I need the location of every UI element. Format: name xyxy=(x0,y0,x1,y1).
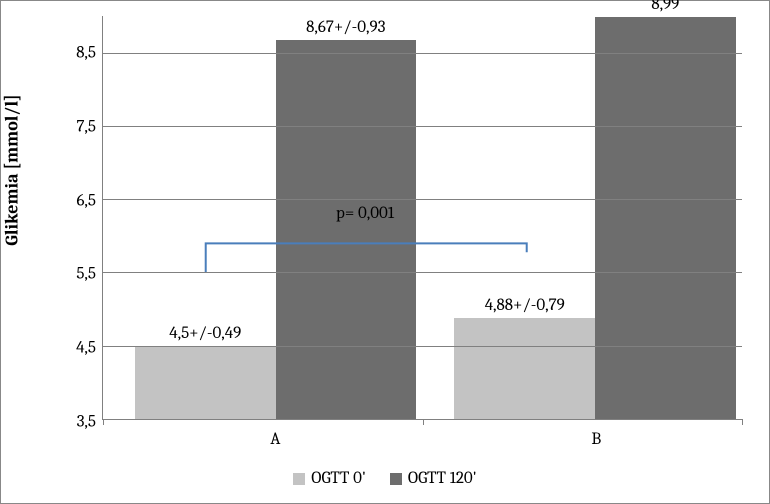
legend-swatch xyxy=(390,473,402,485)
legend-item: OGTT 0' xyxy=(293,469,366,488)
y-tick-label: 8,5 xyxy=(66,43,96,62)
gridline xyxy=(103,346,742,347)
bar-ogtt-120--a xyxy=(276,40,417,419)
x-category-label: B xyxy=(591,430,601,449)
chart-inner: Glikemia [mmol/l] 4,5+/-0,49 8,67+/-0,93 4… xyxy=(4,4,766,500)
x-tick xyxy=(103,419,104,425)
gridline xyxy=(103,53,742,54)
y-tick-label: 3,5 xyxy=(66,413,96,432)
x-category-label: A xyxy=(270,430,280,449)
legend-label: OGTT 120' xyxy=(408,469,477,488)
x-tick xyxy=(423,419,424,425)
legend-label: OGTT 0' xyxy=(311,469,366,488)
legend: OGTT 0' OGTT 120' xyxy=(4,469,766,488)
bar-label: 4,88+/-0,79 xyxy=(485,296,565,315)
y-tick-label: 5,5 xyxy=(66,265,96,284)
legend-swatch xyxy=(293,473,305,485)
bar-label: 8,67+/-0,93 xyxy=(306,18,385,37)
y-axis-title: Glikemia [mmol/l] xyxy=(2,94,23,245)
gridline xyxy=(103,126,742,127)
bars-layer: 4,5+/-0,498,67+/-0,934,88+/-0,798,99p= 0… xyxy=(103,16,742,419)
gridline xyxy=(103,199,742,200)
y-tick-label: 4,5 xyxy=(66,339,96,358)
x-tick xyxy=(742,419,743,425)
y-tick-label: 6,5 xyxy=(66,191,96,210)
gridline xyxy=(103,272,742,273)
y-tick-label: 7,5 xyxy=(66,117,96,136)
chart-container: Glikemia [mmol/l] 4,5+/-0,49 8,67+/-0,93 4… xyxy=(0,0,770,504)
bar-ogtt-0--b xyxy=(454,318,595,419)
plot-area: 4,5+/-0,498,67+/-0,934,88+/-0,798,99p= 0… xyxy=(102,16,742,420)
bar-label: 4,5+/-0,49 xyxy=(169,324,241,343)
legend-item: OGTT 120' xyxy=(390,469,477,488)
bar-ogtt-0--a xyxy=(135,346,276,419)
p-value-label: p= 0,001 xyxy=(336,204,394,223)
bar-label: 8,99 xyxy=(651,0,679,14)
bar-ogtt-120--b xyxy=(595,17,736,419)
